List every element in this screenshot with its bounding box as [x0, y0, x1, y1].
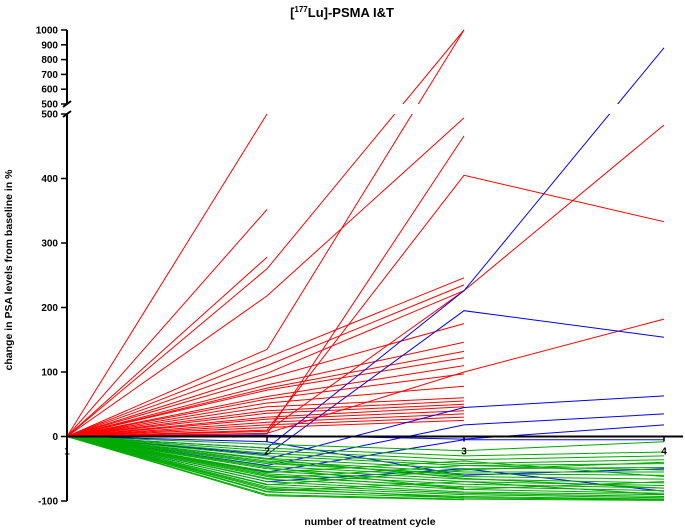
series-line-increase: [66, 323, 465, 437]
series-line-increase: [66, 277, 465, 437]
series-line-decrease: [66, 436, 465, 476]
y-tick-label: 800: [41, 55, 58, 66]
x-tick-label: 1: [64, 447, 70, 458]
series-line-increase: [66, 385, 465, 437]
y-tick-label: 200: [41, 303, 58, 314]
series-line-increase: [66, 365, 465, 437]
series-line-mixed: [66, 310, 665, 456]
y-tick-label: 0: [52, 432, 58, 443]
series-line-increase: [66, 406, 465, 437]
y-tick-label: 600: [41, 85, 58, 96]
series-line-increase: [66, 416, 465, 437]
series-line-decrease: [66, 436, 665, 457]
series-line-increase: [66, 373, 465, 437]
series-line-increase: [66, 29, 465, 437]
series-line-increase: [66, 174, 665, 437]
x-tick-label: 3: [461, 447, 467, 458]
y-axis-title: change in PSA levels from baseline in %: [3, 169, 15, 371]
y-tick-label: -100: [38, 497, 58, 508]
x-tick-label: 2: [264, 447, 270, 458]
series-line-increase: [66, 350, 465, 437]
y-tick-label: 700: [41, 70, 58, 81]
y-tick-label: 900: [41, 40, 58, 51]
chart-title-prefix: [: [290, 5, 295, 20]
series-line-increase: [66, 290, 465, 437]
series-line-increase: [66, 419, 465, 437]
chart-title-superscript: 177: [294, 5, 308, 14]
chart-title-rest: Lu]-PSMA I&T: [308, 5, 394, 20]
series-line-decrease: [66, 436, 665, 490]
series-line-increase: [66, 341, 465, 437]
series-line-increase: [66, 124, 665, 437]
series-line-increase: [66, 117, 465, 437]
y-tick-label: 500: [41, 100, 58, 111]
series-line-decrease: [66, 436, 465, 489]
series-line-increase: [66, 400, 465, 437]
series-line-increase: [66, 209, 268, 437]
series-line-increase: [66, 413, 465, 437]
series-line-increase: [66, 357, 465, 437]
x-tick-label: 4: [661, 447, 667, 458]
series-line-increase: [66, 113, 268, 437]
y-tick-label: 300: [41, 239, 58, 250]
series-line-increase: [66, 256, 268, 437]
series-line-increase: [66, 410, 465, 437]
series-line-decrease: [66, 436, 665, 477]
series-line-increase: [66, 403, 465, 437]
series-line-decrease: [66, 436, 665, 501]
x-axis-title: number of treatment cycle: [304, 516, 435, 528]
series-line-decrease: [66, 436, 665, 484]
series-line-decrease: [66, 436, 665, 461]
series-layer: [66, 29, 665, 501]
series-line-decrease: [66, 436, 465, 501]
series-line-decrease: [66, 436, 665, 496]
series-line-decrease: [66, 436, 665, 486]
series-line-decrease: [66, 436, 665, 489]
series-line-decrease: [66, 436, 665, 489]
series-line-decrease: [66, 436, 665, 480]
series-line-increase: [66, 29, 465, 437]
chart-title: [177Lu]-PSMA I&T: [290, 5, 394, 20]
y-tick-label: 400: [41, 174, 58, 185]
series-line-decrease: [66, 436, 465, 499]
series-line-decrease: [66, 436, 665, 465]
y-tick-label: 1000: [36, 26, 59, 37]
series-line-decrease: [66, 436, 665, 479]
series-line-decrease: [66, 436, 665, 452]
axis-break-gap: [0, 104, 685, 114]
y-tick-label: 100: [41, 368, 58, 379]
series-line-increase: [66, 397, 465, 437]
series-line-decrease: [66, 436, 665, 499]
series-line-decrease: [66, 436, 665, 467]
y-tick-label: 500: [41, 110, 58, 121]
series-line-increase: [66, 284, 465, 437]
